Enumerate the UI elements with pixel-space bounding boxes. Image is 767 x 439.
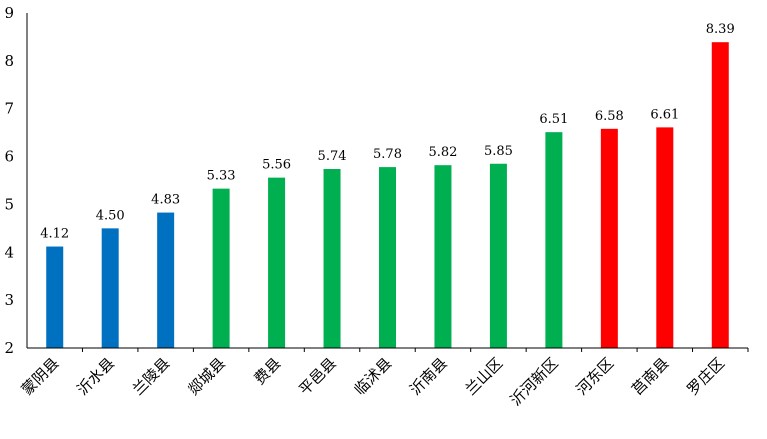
- y-tick-label: 7: [4, 100, 14, 118]
- y-tick-label: 5: [4, 195, 14, 213]
- data-label: 4.50: [96, 208, 125, 223]
- bar: [268, 177, 286, 348]
- data-label: 5.78: [373, 147, 402, 162]
- bar: [711, 42, 729, 348]
- y-tick-label: 6: [4, 148, 14, 166]
- data-label: 5.33: [207, 169, 236, 184]
- y-axis: 2 3 4 5 6 7 8 9: [4, 4, 28, 357]
- x-tick-label: 沂南县: [406, 354, 451, 399]
- data-label: 6.58: [595, 109, 624, 124]
- data-label: 5.56: [262, 158, 291, 173]
- y-tick-label: 3: [4, 291, 14, 309]
- x-axis: 蒙阴县 沂水县 兰陵县 郯城县 费县 平邑县 临沭县 沂南县 兰山区 沂河新区 河东区 莒南县 罗庄区: [18, 347, 749, 409]
- data-label: 8.39: [706, 22, 735, 37]
- x-tick-label: 莒南县: [628, 354, 673, 399]
- bar: [600, 128, 618, 348]
- x-tick-label: 沂水县: [73, 354, 118, 399]
- data-labels: 4.12 4.50 4.83 5.33 5.56 5.74 5.78 5.82 5.85 6.51…: [40, 22, 734, 241]
- y-tick-label: 2: [4, 339, 14, 357]
- x-tick-label: 费县: [250, 354, 284, 388]
- x-tick-label: 平邑县: [295, 354, 340, 399]
- bar: [46, 246, 64, 348]
- data-label: 6.61: [650, 107, 679, 122]
- bar: [212, 188, 230, 348]
- data-label: 4.83: [151, 193, 180, 208]
- y-tick-label: 9: [4, 4, 14, 22]
- data-label: 6.51: [539, 112, 568, 127]
- y-tick-label: 4: [4, 243, 14, 261]
- bar: [656, 127, 674, 348]
- x-tick-label: 郯城县: [184, 354, 229, 399]
- x-tick-label: 河东区: [573, 354, 618, 399]
- bar: [379, 167, 396, 348]
- x-tick-label: 兰陵县: [129, 354, 174, 399]
- bar: [434, 165, 452, 348]
- data-label: 5.74: [318, 149, 347, 164]
- data-label: 5.82: [428, 145, 457, 160]
- bar: [489, 163, 507, 348]
- x-tick-label: 兰山区: [462, 354, 507, 399]
- bar: [101, 228, 119, 348]
- bars: [46, 42, 729, 348]
- x-tick-label: 罗庄区: [684, 354, 729, 399]
- bar: [323, 169, 341, 348]
- data-label: 4.12: [40, 227, 69, 242]
- x-tick-label: 临沭县: [351, 354, 396, 399]
- y-tick-label: 8: [4, 52, 14, 70]
- x-tick-label: 沂河新区: [507, 354, 562, 409]
- data-label: 5.85: [484, 144, 513, 159]
- bar: [157, 212, 175, 348]
- bar: [545, 132, 563, 348]
- x-tick-label: 蒙阴县: [18, 354, 63, 399]
